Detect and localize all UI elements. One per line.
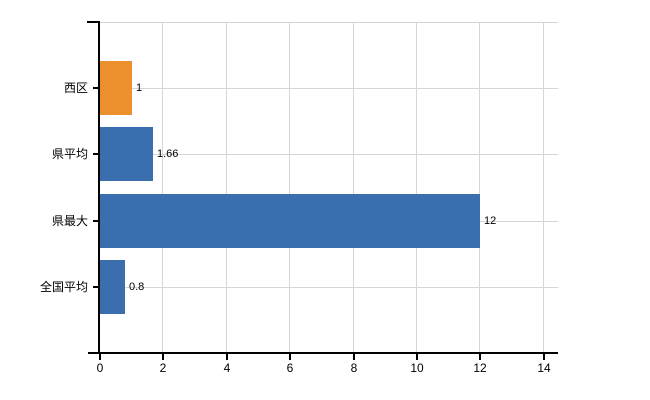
gridline-horizontal [100,154,558,155]
category-label: 県最大 [51,214,88,228]
x-tick [353,354,355,360]
gridline-vertical [543,22,544,353]
bar [100,260,125,314]
y-tick [93,220,100,222]
gridline-vertical [479,22,480,353]
x-tick [416,354,418,360]
y-axis-top-tick [87,21,100,23]
x-tick [543,354,545,360]
category-label: 全国平均 [39,280,88,294]
x-tick-label: 6 [286,361,294,375]
y-tick [93,87,100,89]
x-tick-label: 2 [159,361,167,375]
x-tick-label: 0 [96,361,104,375]
y-tick [93,153,100,155]
x-tick [289,354,291,360]
x-tick-label: 12 [473,361,487,375]
category-label: 西区 [63,81,88,95]
gridline-horizontal [100,88,558,89]
x-tick [162,354,164,360]
x-axis [88,352,558,354]
category-label: 県平均 [51,147,88,161]
value-label: 1.66 [157,148,179,160]
bar [100,61,132,115]
x-tick [479,354,481,360]
gridline-vertical [226,22,227,353]
x-tick-label: 8 [350,361,358,375]
gridline-vertical [353,22,354,353]
gridline-vertical [162,22,163,353]
x-tick-label: 14 [537,361,551,375]
x-tick [99,354,101,360]
bar [100,194,480,248]
value-label: 0.8 [129,281,145,293]
value-label: 1 [136,82,143,94]
gridline-vertical [289,22,290,353]
gridline-horizontal [100,287,558,288]
plot-top-border [100,22,558,23]
x-tick-label: 4 [223,361,231,375]
bar [100,127,153,181]
x-tick-label: 10 [410,361,424,375]
x-tick [226,354,228,360]
y-axis [98,21,100,353]
y-tick [93,286,100,288]
gridline-vertical [416,22,417,353]
value-label: 12 [484,215,497,227]
